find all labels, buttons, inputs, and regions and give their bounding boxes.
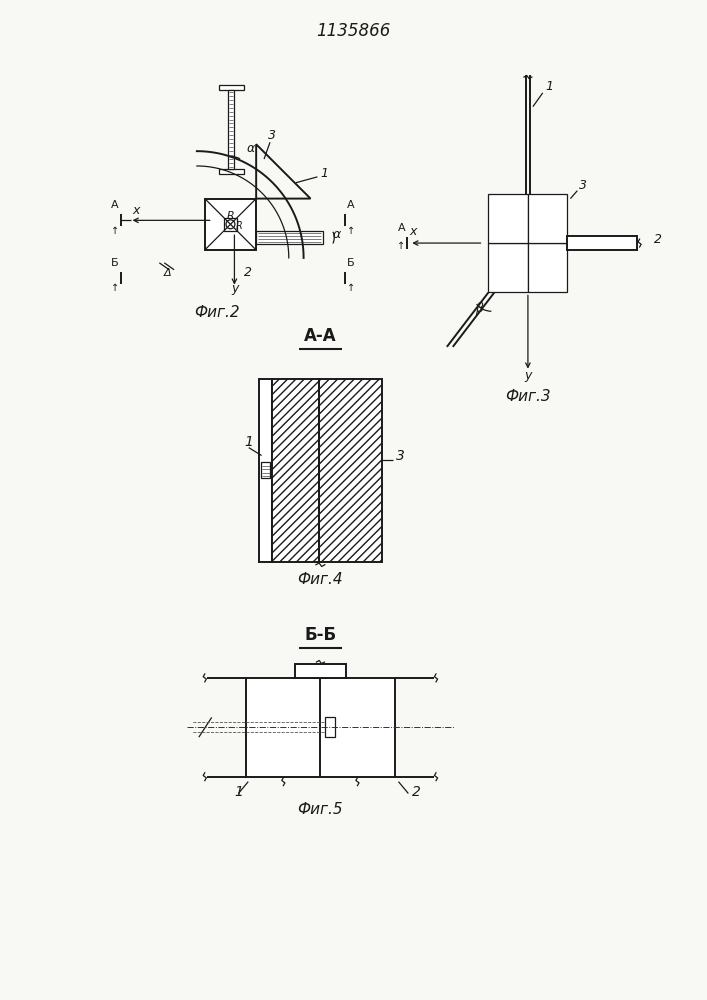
Text: Фиг.3: Фиг.3 — [505, 389, 551, 404]
Text: А: А — [111, 200, 119, 210]
Text: 2: 2 — [655, 233, 662, 246]
Text: β: β — [474, 302, 483, 315]
Bar — [319, 379, 382, 562]
Text: ↑: ↑ — [397, 241, 406, 251]
Circle shape — [226, 220, 235, 229]
Bar — [218, 85, 245, 90]
Text: 1135866: 1135866 — [316, 22, 390, 40]
Text: y: y — [231, 282, 239, 295]
Text: 1: 1 — [320, 167, 328, 180]
Bar — [272, 379, 319, 562]
Bar — [528, 243, 568, 292]
Text: А: А — [397, 223, 405, 233]
Text: Б: Б — [111, 258, 119, 268]
Text: ↑: ↑ — [347, 283, 355, 293]
Text: Фиг.4: Фиг.4 — [298, 572, 343, 587]
Bar — [228, 90, 235, 169]
Text: Δ: Δ — [163, 268, 171, 278]
Text: α: α — [247, 142, 255, 155]
Text: R: R — [226, 211, 234, 221]
Bar — [295, 664, 346, 678]
Bar — [259, 379, 272, 562]
Text: ↑: ↑ — [347, 226, 355, 236]
Text: 1: 1 — [235, 785, 243, 799]
Bar — [489, 194, 528, 243]
Text: 2: 2 — [245, 266, 252, 279]
Text: 2: 2 — [412, 785, 421, 799]
Bar — [246, 678, 395, 777]
Bar — [528, 194, 568, 243]
Bar — [224, 218, 237, 231]
Bar — [489, 243, 528, 292]
Text: Фиг.5: Фиг.5 — [298, 802, 343, 817]
Text: 3: 3 — [268, 129, 276, 142]
Text: x: x — [409, 225, 416, 238]
Text: А-А: А-А — [304, 327, 337, 345]
Bar — [205, 199, 256, 250]
Text: А: А — [347, 200, 355, 210]
Bar — [256, 231, 323, 244]
Text: ↑: ↑ — [111, 283, 119, 293]
Text: 1: 1 — [245, 435, 254, 449]
Text: y: y — [524, 369, 532, 382]
Text: Б: Б — [347, 258, 355, 268]
Text: 3: 3 — [396, 449, 405, 463]
Text: R: R — [235, 221, 243, 231]
Text: Б-Б: Б-Б — [304, 626, 337, 644]
Bar — [568, 236, 636, 250]
Text: 3: 3 — [579, 179, 588, 192]
Text: ↑: ↑ — [111, 226, 119, 236]
Text: x: x — [133, 204, 140, 217]
Bar — [261, 462, 271, 478]
Text: 1: 1 — [546, 80, 554, 93]
Bar — [325, 717, 335, 737]
Text: Фиг.2: Фиг.2 — [194, 305, 240, 320]
Text: α: α — [333, 228, 341, 241]
Bar — [218, 169, 245, 174]
